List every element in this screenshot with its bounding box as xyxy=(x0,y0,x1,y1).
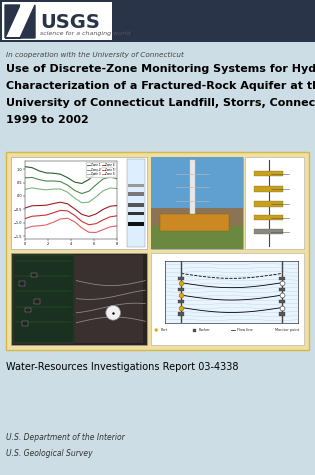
Text: In cooperation with the University of Connecticut: In cooperation with the University of Co… xyxy=(6,52,184,58)
Bar xyxy=(128,222,144,226)
Text: Characterization of a Fractured-Rock Aquifer at the: Characterization of a Fractured-Rock Aqu… xyxy=(6,81,315,91)
Bar xyxy=(11,253,147,345)
Bar xyxy=(128,203,144,207)
Bar xyxy=(151,226,243,249)
Polygon shape xyxy=(20,5,35,38)
Bar xyxy=(151,208,243,230)
Bar xyxy=(128,212,144,215)
Text: science for a changing world: science for a changing world xyxy=(40,31,130,37)
Bar xyxy=(190,160,195,229)
Bar xyxy=(25,308,31,313)
Bar xyxy=(127,159,145,247)
Text: University of Connecticut Landfill, Storrs, Connecticut,: University of Connecticut Landfill, Stor… xyxy=(6,98,315,108)
Bar xyxy=(254,187,283,192)
Text: 1999 to 2002: 1999 to 2002 xyxy=(6,115,89,125)
Text: Use of Discrete-Zone Monitoring Systems for Hydraulic: Use of Discrete-Zone Monitoring Systems … xyxy=(6,64,315,74)
Bar xyxy=(254,215,283,220)
Bar xyxy=(22,321,28,325)
Bar xyxy=(254,201,283,207)
Bar xyxy=(75,255,143,343)
Bar xyxy=(19,281,25,286)
Bar xyxy=(13,255,74,343)
Bar xyxy=(151,157,243,249)
Circle shape xyxy=(106,305,121,320)
Text: U.S. Geological Survey: U.S. Geological Survey xyxy=(6,449,93,458)
Bar xyxy=(245,157,304,249)
Bar xyxy=(254,229,283,234)
Bar xyxy=(160,214,229,230)
Bar xyxy=(0,0,315,42)
Bar xyxy=(151,157,243,208)
Bar xyxy=(11,157,147,249)
Bar xyxy=(128,192,144,196)
Text: Water-Resources Investigations Report 03-4338: Water-Resources Investigations Report 03… xyxy=(6,362,238,372)
Text: U.S. Department of the Interior: U.S. Department of the Interior xyxy=(6,433,125,442)
Text: Flow line: Flow line xyxy=(237,328,252,332)
Bar xyxy=(34,299,40,304)
Text: Packer: Packer xyxy=(198,328,210,332)
Bar xyxy=(2,2,112,40)
Text: Monitor point: Monitor point xyxy=(275,328,299,332)
Bar xyxy=(151,253,304,345)
Polygon shape xyxy=(5,5,20,38)
Polygon shape xyxy=(5,5,35,38)
Bar xyxy=(193,329,196,332)
Circle shape xyxy=(155,329,158,332)
Text: Port: Port xyxy=(160,328,168,332)
Bar xyxy=(32,273,37,277)
Circle shape xyxy=(269,329,272,332)
Bar xyxy=(6,152,309,350)
Bar xyxy=(128,184,144,187)
Bar xyxy=(254,171,283,176)
Text: USGS: USGS xyxy=(40,12,100,31)
